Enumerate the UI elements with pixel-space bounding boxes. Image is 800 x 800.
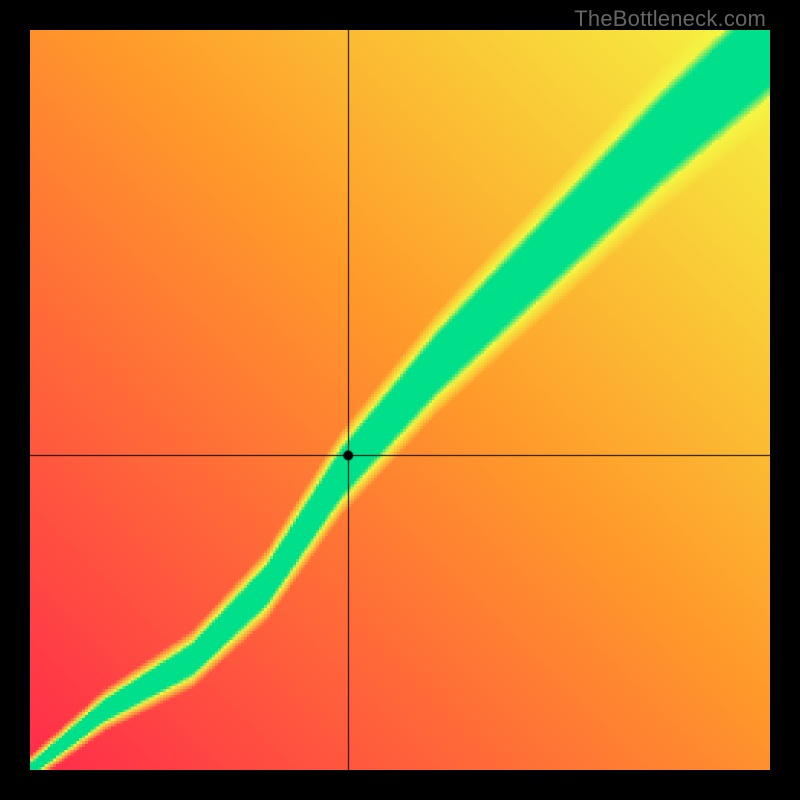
chart-container: TheBottleneck.com [0, 0, 800, 800]
watermark-text: TheBottleneck.com [574, 6, 766, 32]
crosshair-overlay [30, 30, 770, 770]
